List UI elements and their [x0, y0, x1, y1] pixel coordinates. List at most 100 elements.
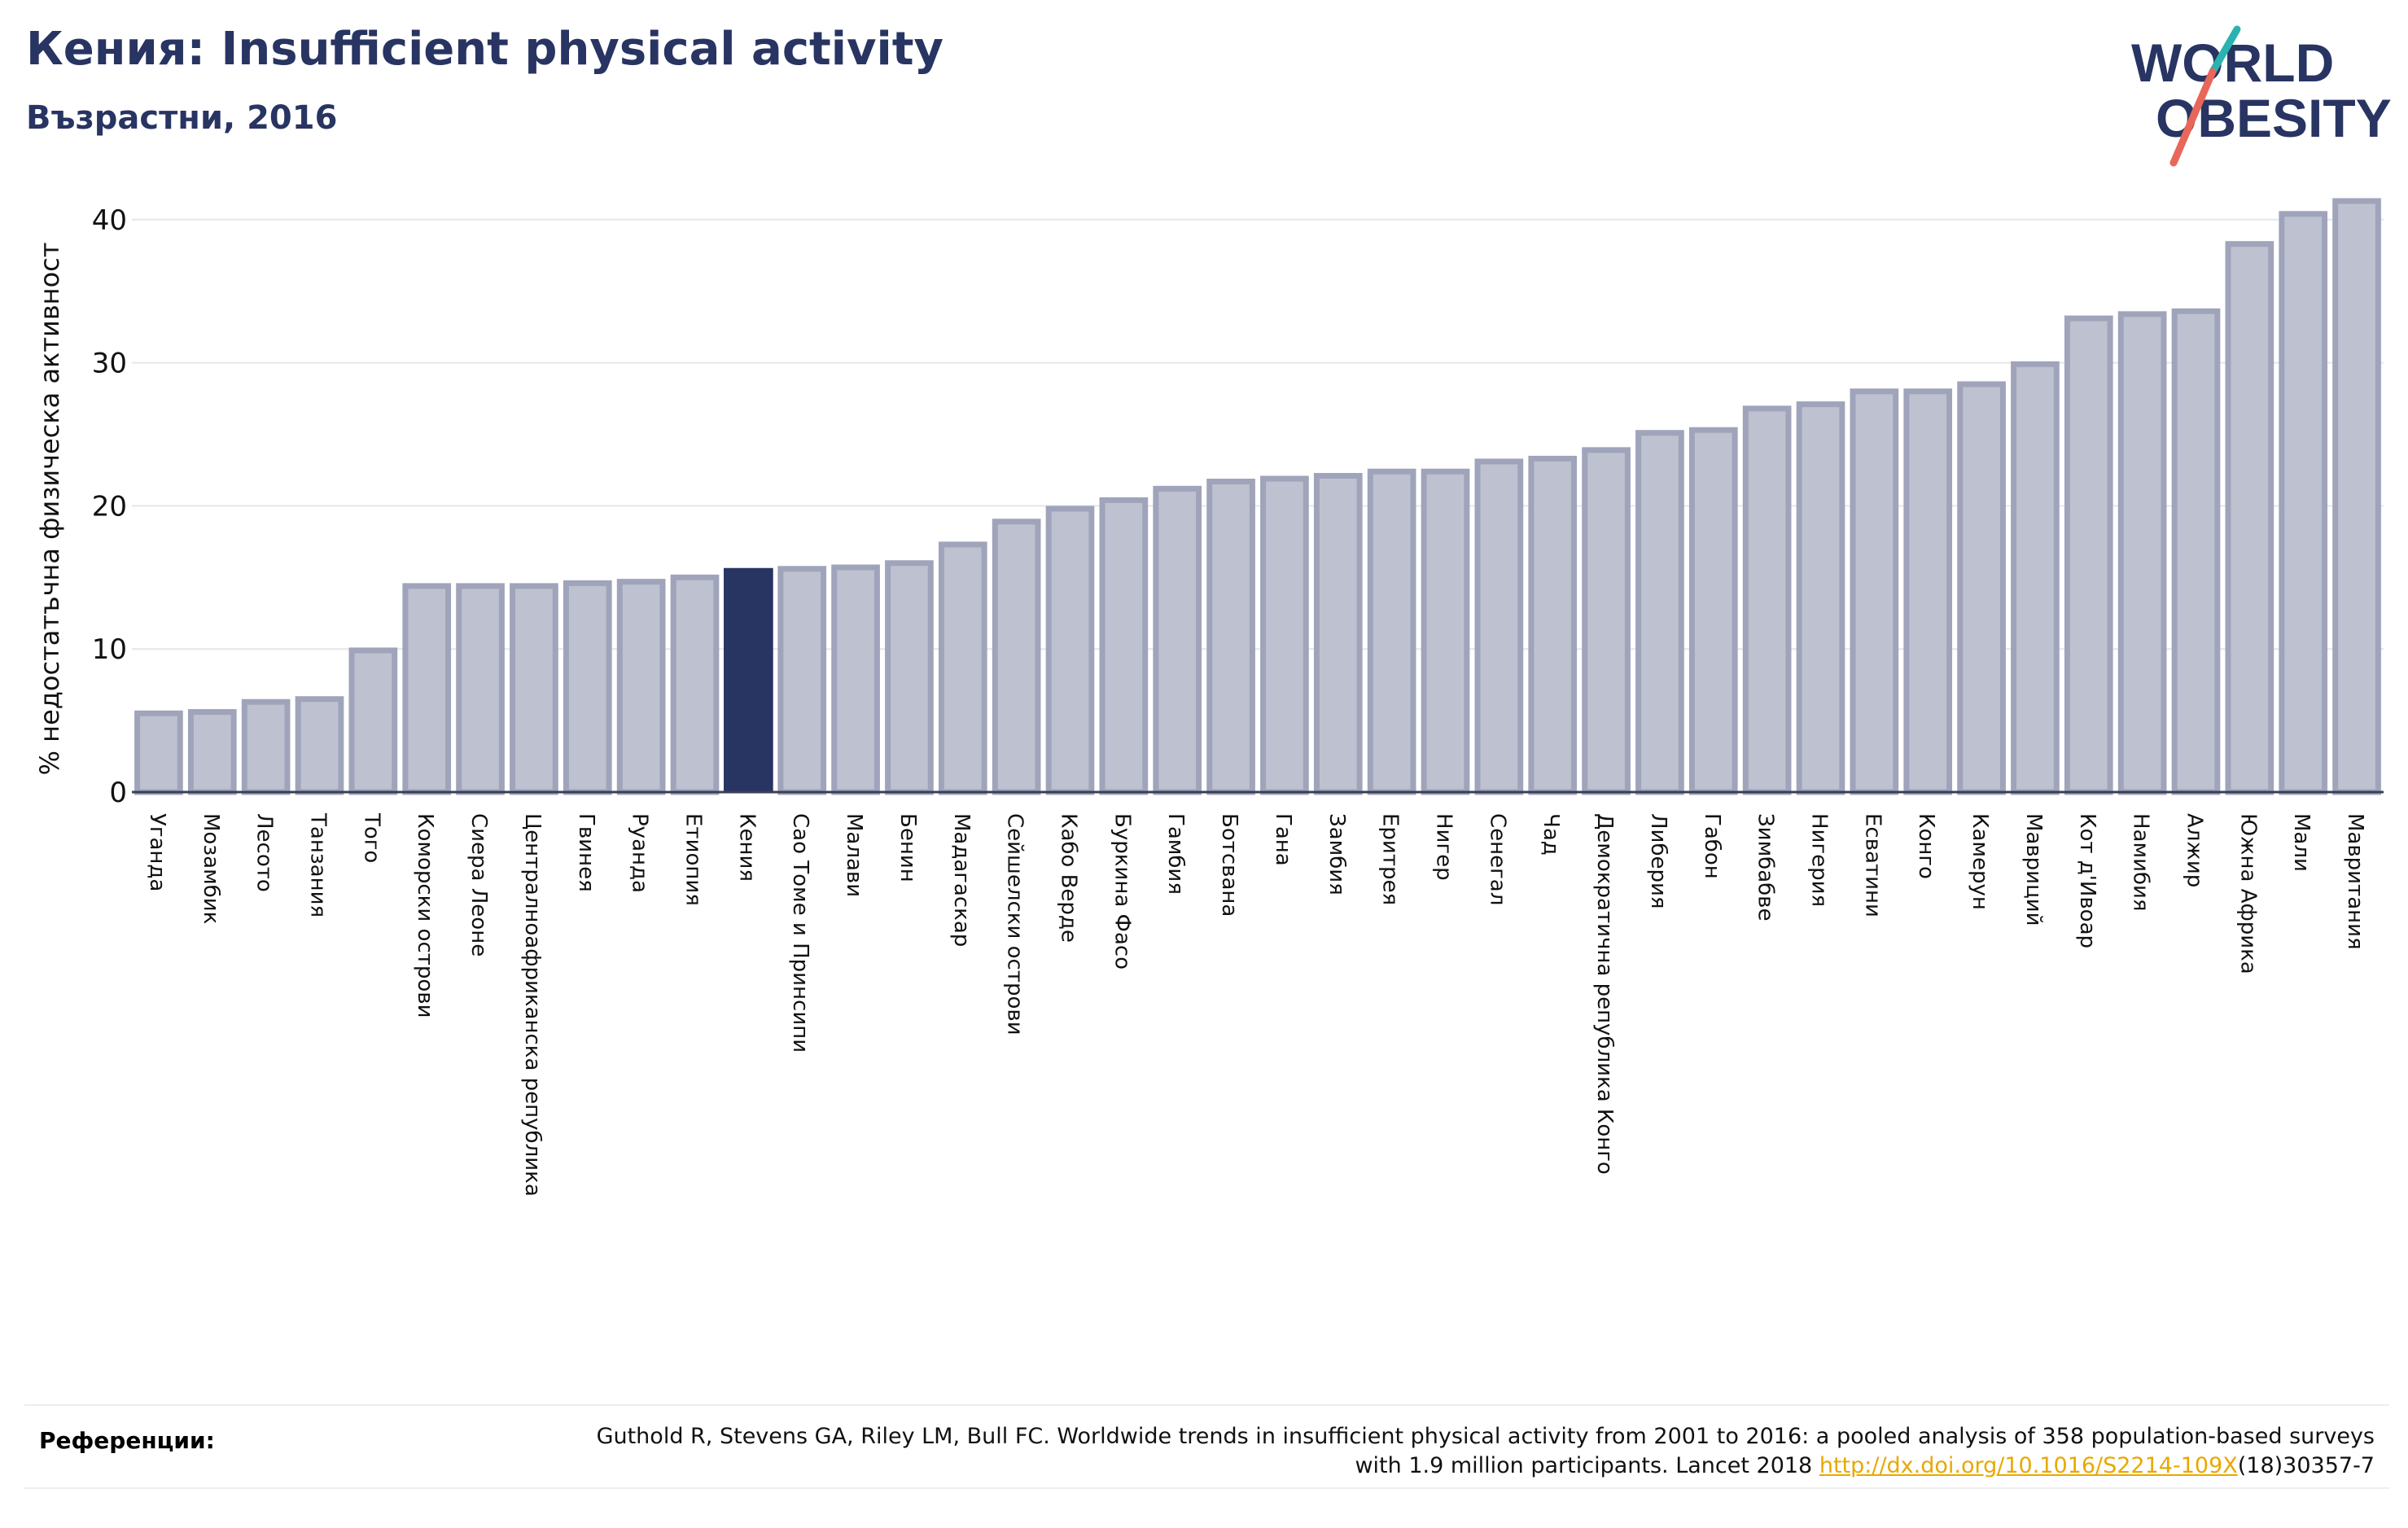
x-tick-label: Кабо Верде — [1057, 813, 1081, 943]
chart-subtitle: Възрастни, 2016 — [26, 99, 338, 137]
y-tick-label: 10 — [92, 633, 127, 666]
x-tick-label: Бенин — [895, 813, 920, 882]
x-tick-label: Сао Томе и Принсипи — [788, 813, 812, 1053]
bar — [1313, 472, 1363, 795]
y-axis-ticks: 0 10 20 30 40 — [92, 204, 127, 809]
x-tick-label: Малави — [842, 813, 866, 897]
x-tick-label: Коморски острови — [413, 813, 437, 1018]
bar — [670, 574, 720, 795]
bar — [1260, 475, 1309, 795]
bar — [1957, 381, 2006, 795]
y-tick-label: 0 — [109, 777, 127, 809]
bar — [1742, 405, 1792, 795]
bar — [1850, 388, 1899, 795]
bar — [2279, 211, 2328, 795]
reference-citation-suffix: (18)30357-7 — [2237, 1453, 2375, 1478]
bar — [1582, 447, 1631, 795]
bar — [885, 560, 934, 795]
x-tick-label: Габон — [1700, 813, 1724, 879]
bar — [938, 541, 987, 795]
bar — [1688, 427, 1738, 795]
bar — [2117, 311, 2167, 795]
logo-slash-teal — [2209, 25, 2241, 76]
bar — [241, 698, 291, 795]
bar — [992, 519, 1041, 795]
x-tick-label: Есватини — [1860, 813, 1885, 917]
bar — [187, 709, 237, 795]
x-tick-label: Либерия — [1646, 813, 1670, 909]
x-tick-label: Намибия — [2129, 813, 2153, 912]
x-tick-label: Мозамбик — [199, 813, 223, 924]
bar — [1206, 479, 1255, 795]
bar — [563, 580, 612, 795]
references-box: Референции: Guthold R, Stevens GA, Riley… — [24, 1404, 2389, 1489]
bar — [2171, 308, 2221, 795]
x-tick-label: Конго — [1914, 813, 1938, 879]
reference-citation: Guthold R, Stevens GA, Riley LM, Bull FC… — [596, 1424, 2375, 1478]
x-tick-label: Нигер — [1432, 813, 1456, 881]
gridlines — [132, 218, 2384, 650]
bar — [1474, 458, 1524, 795]
x-tick-label: Централноафриканска република — [520, 813, 545, 1197]
bar — [456, 583, 505, 795]
bar-chart: 0 10 20 30 40 Уганда Мозамбик Лесото Танзания То… — [34, 198, 2384, 1197]
bar — [1635, 430, 1684, 795]
x-tick-label: Етиопия — [681, 813, 706, 906]
x-tick-label: Зимбабве — [1753, 813, 1778, 922]
bar — [510, 583, 558, 795]
x-tick-label: Гвинея — [574, 813, 598, 892]
bar — [1796, 401, 1845, 795]
x-tick-label: Мавритания — [2343, 813, 2367, 950]
y-tick-label: 40 — [92, 204, 127, 237]
bar — [134, 710, 183, 795]
x-tick-label: Чад — [1539, 813, 1563, 856]
x-tick-label: Буркина Фасо — [1110, 813, 1134, 970]
x-tick-label: Руанда — [628, 813, 652, 893]
bar — [1099, 497, 1149, 795]
x-tick-label: Кот д'Ивоар — [2075, 813, 2099, 948]
bar — [2225, 241, 2274, 795]
references-label: Референции: — [39, 1427, 215, 1454]
bars — [134, 198, 2381, 795]
x-tick-label: Камерун — [1968, 813, 1992, 910]
x-tick-label: Алжир — [2183, 813, 2207, 887]
x-tick-label: Сенегал — [1485, 813, 1509, 905]
x-tick-label: Танзания — [306, 812, 331, 917]
x-tick-label: Уганда — [145, 813, 169, 891]
x-tick-label: Сиера Леоне — [466, 813, 491, 957]
bar — [1528, 455, 1578, 795]
bar — [616, 579, 666, 795]
x-tick-label: Сейшелски острови — [1003, 813, 1027, 1035]
x-axis-ticks: Уганда Мозамбик Лесото Танзания Того Коморски… — [145, 812, 2367, 1197]
x-tick-label: Мадагаскар — [949, 813, 974, 947]
bar-highlighted — [724, 567, 773, 793]
x-tick-label: Еритрея — [1378, 813, 1403, 905]
bar — [2332, 198, 2381, 795]
x-tick-label: Лесото — [252, 813, 277, 892]
x-tick-label: Нигерия — [1807, 813, 1832, 907]
bar — [1153, 485, 1202, 795]
x-tick-label: Гана — [1271, 813, 1295, 866]
bar — [348, 647, 398, 795]
reference-doi-link[interactable]: http://dx.doi.org/10.1016/S2214-109X — [1819, 1453, 2238, 1478]
logo-slash-coral — [2169, 68, 2217, 167]
bar — [2064, 315, 2113, 795]
bar — [1421, 468, 1470, 795]
x-tick-label: Южна Африка — [2235, 813, 2260, 974]
y-tick-label: 20 — [92, 490, 127, 523]
bar — [831, 564, 880, 795]
y-axis-label: % недостатъчна физическа активност — [34, 243, 65, 776]
x-tick-label: Того — [359, 812, 383, 863]
world-obesity-logo: WORLD OBESITY — [2131, 25, 2392, 167]
bar — [777, 566, 827, 795]
bar — [295, 696, 344, 795]
bar — [1903, 388, 1953, 795]
x-tick-label: Замбия — [1324, 813, 1349, 895]
x-tick-label: Ботсвана — [1217, 813, 1241, 917]
x-tick-label: Демократична република Конго — [1592, 813, 1617, 1175]
x-tick-label: Гамбия — [1163, 813, 1188, 895]
y-tick-label: 30 — [92, 348, 127, 380]
x-tick-label: Кения — [734, 813, 759, 882]
x-tick-label: Мавриций — [2021, 813, 2046, 926]
x-tick-label: Мали — [2289, 813, 2314, 872]
